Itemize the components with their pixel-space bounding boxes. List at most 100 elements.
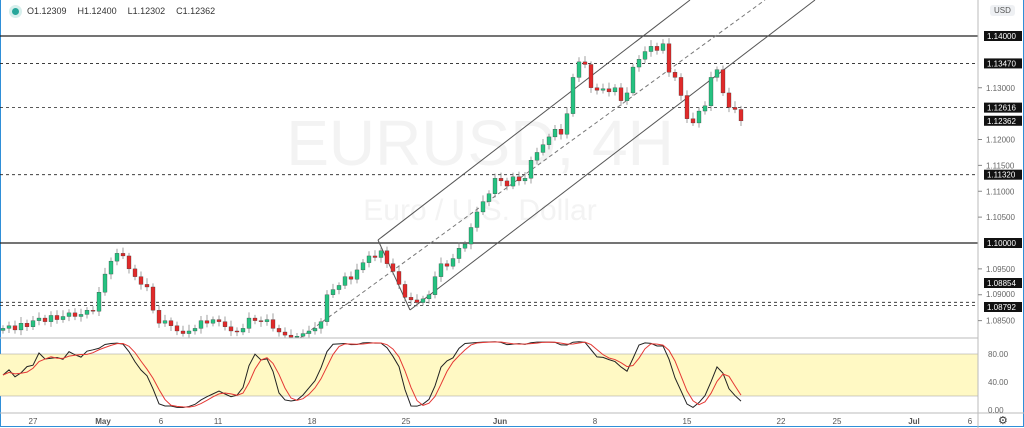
low-value: L1.12302 <box>127 6 166 16</box>
candle <box>516 176 522 182</box>
candle <box>684 95 690 119</box>
candle <box>546 136 552 145</box>
stoch-band <box>0 354 978 396</box>
candle <box>624 92 630 101</box>
candle <box>174 325 180 332</box>
price-tick-label: 1.12000 <box>986 136 1015 145</box>
candle <box>126 255 132 270</box>
time-tick-label: 8 <box>593 417 598 426</box>
price-tick-label: 1.11500 <box>986 161 1015 170</box>
candle <box>282 331 288 336</box>
currency-button[interactable]: USD <box>990 5 1015 16</box>
candle <box>660 43 666 51</box>
candle <box>234 330 240 333</box>
stoch-tick-label: 40.00 <box>988 378 1009 387</box>
candle <box>24 323 30 327</box>
candle <box>366 255 372 263</box>
candle <box>108 260 114 275</box>
candle <box>96 292 102 312</box>
high-value: H1.12400 <box>77 6 117 16</box>
price-level-badge <box>984 169 1022 180</box>
candle <box>384 250 390 264</box>
candle <box>456 248 462 259</box>
candle <box>618 87 624 101</box>
candle <box>678 77 684 96</box>
candle <box>594 87 600 91</box>
candle <box>318 321 324 329</box>
candle <box>672 72 678 78</box>
candle <box>162 320 168 324</box>
candle <box>426 294 432 300</box>
candle <box>360 262 366 271</box>
candle <box>666 43 672 73</box>
candle <box>240 328 246 333</box>
price-level-badge <box>984 302 1022 312</box>
price-tick-label: 1.08500 <box>986 317 1015 326</box>
candle <box>342 276 348 286</box>
time-tick-label: Jul <box>908 417 920 426</box>
candle <box>84 310 90 315</box>
candle <box>246 317 252 329</box>
time-tick-label: 27 <box>29 417 38 426</box>
candle <box>66 312 72 317</box>
candle <box>528 160 534 179</box>
candle <box>192 328 198 332</box>
candle <box>432 276 438 295</box>
price-level-label: 1.14000 <box>987 32 1016 41</box>
watermark-symbol: EURUSD, 4H <box>286 107 674 179</box>
candle <box>270 319 276 329</box>
price-tick-label: 1.10500 <box>986 213 1015 222</box>
candle <box>606 88 612 93</box>
candle <box>630 66 636 94</box>
time-tick-label: 15 <box>683 417 692 426</box>
candle <box>420 298 426 303</box>
candle <box>72 312 78 317</box>
candle <box>252 317 258 321</box>
candle <box>474 211 480 228</box>
candle <box>168 320 174 326</box>
candle <box>90 310 96 312</box>
price-level-label: 1.08854 <box>987 279 1016 288</box>
candle <box>582 61 588 65</box>
candle <box>378 250 384 258</box>
price-tick-label: 1.09500 <box>986 265 1015 274</box>
price-level-badge <box>984 31 1022 41</box>
price-tick-label: 1.09000 <box>986 290 1015 299</box>
candle <box>690 118 696 124</box>
candle <box>576 61 582 78</box>
candle <box>504 180 510 187</box>
candle <box>396 271 402 285</box>
time-tick-label: 25 <box>833 417 842 426</box>
candle <box>276 328 282 333</box>
price-level-label: 1.13470 <box>987 59 1016 68</box>
price-level-label: 1.08792 <box>987 303 1016 312</box>
candle <box>468 227 474 245</box>
candle <box>144 284 150 288</box>
status-dot-icon <box>12 7 19 15</box>
candle <box>600 88 606 91</box>
time-tick-label: May <box>95 417 111 426</box>
time-tick-label: 11 <box>214 417 223 426</box>
candle <box>300 333 306 337</box>
price-tick-label: 1.13000 <box>986 84 1015 93</box>
ohlc-legend: O1.12309 H1.12400 L1.12302 C1.12362 <box>12 6 218 16</box>
candle <box>552 128 558 138</box>
candle <box>114 253 120 262</box>
candle <box>36 317 42 321</box>
candle <box>210 319 216 324</box>
candle <box>648 46 654 52</box>
candle <box>714 69 720 78</box>
candle <box>180 330 186 334</box>
candle <box>354 269 360 280</box>
candle <box>612 87 618 93</box>
candle <box>534 152 540 161</box>
gear-icon[interactable]: ⚙ <box>998 415 1008 427</box>
candle <box>18 323 24 331</box>
candle <box>348 276 354 280</box>
candle <box>42 317 48 322</box>
candle <box>642 51 648 60</box>
candle <box>54 315 60 320</box>
candle <box>222 321 228 327</box>
price-level-label: 1.12616 <box>987 104 1016 113</box>
